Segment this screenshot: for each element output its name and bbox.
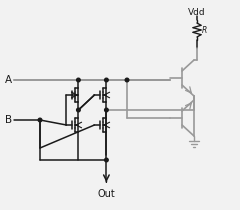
Circle shape bbox=[38, 118, 42, 122]
Circle shape bbox=[77, 78, 80, 82]
Text: B: B bbox=[5, 115, 12, 125]
Circle shape bbox=[105, 108, 108, 112]
Circle shape bbox=[77, 108, 80, 112]
Text: Vdd: Vdd bbox=[188, 8, 206, 17]
Text: Out: Out bbox=[97, 189, 115, 199]
Text: A: A bbox=[5, 75, 12, 85]
Circle shape bbox=[125, 78, 129, 82]
Text: R: R bbox=[202, 25, 207, 34]
Circle shape bbox=[105, 158, 108, 162]
Circle shape bbox=[105, 78, 108, 82]
